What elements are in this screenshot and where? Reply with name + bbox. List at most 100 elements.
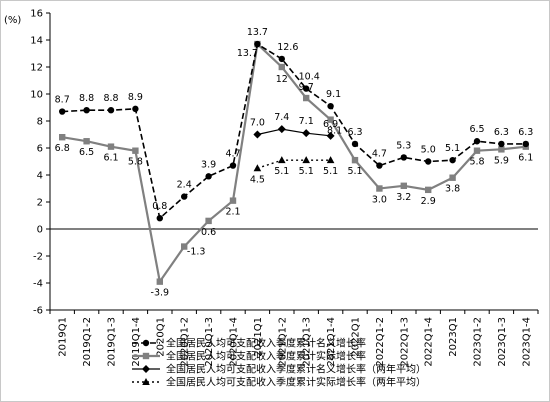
- x-tick-label: 2021Q1-3: [302, 317, 313, 367]
- y-tick-label: 8: [37, 117, 43, 128]
- data-label: 13.7: [237, 48, 258, 59]
- legend-label: 全国居民人均可支配收入季度累计实际增长率（两年平均）: [166, 376, 426, 389]
- data-point-square: [278, 63, 285, 71]
- data-label: 5.1: [445, 143, 460, 154]
- data-label: 8.9: [128, 92, 143, 103]
- data-label: 5.8: [128, 157, 143, 168]
- data-point-triangle: [326, 156, 335, 164]
- data-label: 7.4: [274, 112, 289, 123]
- y-tick-label: -4: [33, 279, 43, 290]
- data-point-circle: [254, 40, 261, 48]
- series-3: [253, 125, 335, 140]
- data-point-circle: [156, 215, 163, 222]
- data-point-circle: [142, 339, 150, 347]
- data-point-circle: [278, 55, 285, 63]
- data-label: 2.1: [225, 207, 240, 218]
- data-point-circle: [132, 105, 139, 113]
- series-line-1: [62, 42, 526, 220]
- data-label: -1.3: [187, 247, 206, 258]
- data-point-circle: [449, 156, 456, 164]
- data-label: 9.7: [299, 82, 314, 93]
- x-tick-label: 2022Q1-2: [375, 317, 386, 367]
- y-tick-label: 2: [37, 198, 43, 209]
- data-point-square: [473, 147, 481, 154]
- data-label: 0.8: [152, 201, 167, 212]
- data-point-circle: [205, 173, 212, 180]
- data-point-square: [132, 147, 139, 154]
- legend-entry-3: 全国居民人均可支配收入季度累计名义增长率（两年平均）: [132, 363, 426, 376]
- data-point-square: [303, 94, 310, 102]
- y-tick-label: 12: [30, 63, 43, 74]
- legend: 全国居民人均可支配收入季度累计名义增长率全国居民人均可支配收入季度累计实际增长率…: [132, 337, 426, 389]
- series-2: [59, 40, 529, 285]
- x-tick-label: 2022Q1: [351, 317, 362, 357]
- data-label: -3.9: [151, 288, 170, 299]
- data-point-square: [425, 186, 432, 194]
- data-point-circle: [229, 162, 237, 169]
- data-point-square: [376, 185, 383, 192]
- data-point-circle: [376, 162, 383, 169]
- data-point-circle: [181, 193, 188, 200]
- x-tick-label: 2020Q1: [155, 317, 166, 357]
- data-point-square: [156, 278, 163, 285]
- series-line-2: [62, 41, 526, 285]
- data-label: 3.9: [201, 159, 216, 170]
- data-label: 9.1: [326, 89, 341, 100]
- y-tick-label: 16: [30, 9, 43, 20]
- x-tick-label: 2021Q1-2: [277, 317, 288, 367]
- x-tick-label: 2019Q1-3: [107, 317, 118, 367]
- data-point-square: [449, 174, 456, 181]
- x-tick-label: 2023Q1-2: [473, 317, 484, 367]
- y-axis-unit-label: (%): [4, 15, 21, 26]
- data-label: 5.9: [494, 155, 509, 166]
- y-tick-label: 0: [37, 225, 43, 236]
- data-label: 4.5: [250, 174, 265, 185]
- data-label: 5.0: [421, 145, 436, 156]
- data-label: 6.5: [79, 147, 94, 158]
- data-label: 3.2: [396, 192, 411, 203]
- data-label: 0.6: [201, 227, 216, 238]
- x-tick-label: 2019Q1: [58, 317, 69, 357]
- x-tick-label: 2022Q1-4: [424, 317, 435, 367]
- data-point-diamond: [277, 125, 286, 134]
- data-label: 5.1: [347, 166, 362, 177]
- data-point-circle: [59, 108, 66, 115]
- data-point-square: [181, 243, 188, 250]
- data-point-circle: [107, 107, 115, 114]
- x-tick-label: 2020Q1-3: [204, 317, 215, 367]
- data-label: 6.3: [518, 127, 533, 138]
- data-label: 8.1: [327, 126, 342, 137]
- data-label: 6.8: [55, 143, 70, 154]
- data-label: 2.9: [421, 196, 436, 207]
- data-point-triangle: [278, 156, 286, 164]
- data-point-square: [229, 197, 237, 204]
- legend-entry-2: 全国居民人均可支配收入季度累计实际增长率: [132, 350, 366, 363]
- data-label: 7.1: [299, 116, 314, 127]
- data-label: 4.7: [372, 149, 387, 160]
- data-point-square: [107, 143, 115, 150]
- data-point-circle: [498, 140, 505, 148]
- data-point-triangle: [253, 164, 262, 172]
- data-point-diamond: [142, 365, 150, 373]
- data-label: 6.5: [469, 124, 484, 135]
- series-group: [59, 40, 529, 285]
- y-tick-label: -2: [33, 252, 43, 263]
- y-tick-label: 14: [30, 36, 43, 47]
- data-label: 13.7: [247, 27, 268, 38]
- series-line-3: [257, 128, 331, 137]
- x-tick-label: 2021Q1-4: [326, 317, 337, 367]
- data-point-circle: [303, 85, 310, 92]
- data-label: 5.3: [396, 140, 411, 151]
- data-label: 2.4: [177, 180, 192, 191]
- x-tick-label: 2021Q1: [253, 317, 264, 357]
- legend-label: 全国居民人均可支配收入季度累计名义增长率（两年平均）: [166, 363, 426, 376]
- x-tick-label: 2023Q1-4: [521, 317, 532, 367]
- data-point-square: [351, 156, 359, 164]
- data-point-square: [205, 217, 212, 225]
- data-point-square: [83, 138, 90, 145]
- y-tick-label: -6: [33, 306, 43, 317]
- legend-entry-4: 全国居民人均可支配收入季度累计实际增长率（两年平均）: [132, 376, 426, 389]
- y-tick-label: 6: [37, 144, 43, 155]
